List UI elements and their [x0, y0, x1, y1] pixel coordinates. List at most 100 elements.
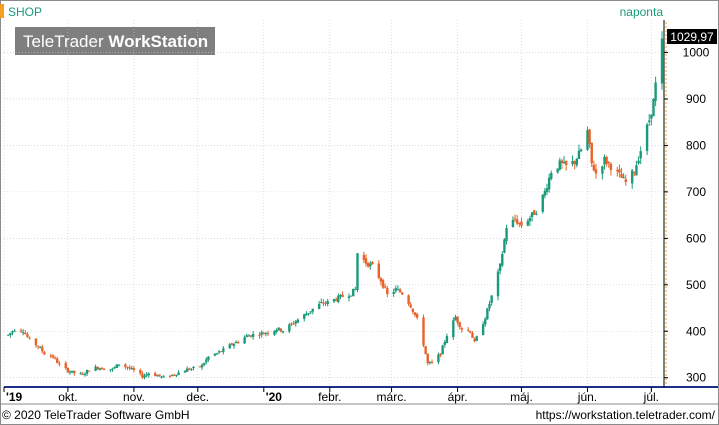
candle-body — [160, 376, 163, 378]
candle-body — [609, 163, 613, 171]
watermark-light: TeleTrader — [23, 32, 108, 51]
candle-body — [356, 253, 359, 290]
candle-body — [175, 374, 178, 376]
y-tick-label: 600 — [686, 231, 706, 245]
candles — [7, 31, 664, 380]
candle-body — [503, 239, 506, 253]
candle-body — [245, 335, 248, 337]
candle-body — [83, 374, 87, 376]
candle-body — [543, 191, 547, 196]
candle-body — [296, 319, 300, 323]
candle-body — [579, 149, 583, 152]
candle-body — [518, 222, 521, 224]
candle-body — [19, 330, 23, 332]
candle-body — [369, 263, 372, 267]
candle-body — [190, 368, 193, 370]
candle-body — [202, 363, 206, 366]
candle-body — [501, 253, 504, 266]
candle-body — [247, 335, 251, 337]
candle-body — [430, 361, 434, 363]
candle-body — [109, 369, 112, 371]
candle-body — [392, 291, 395, 294]
candle-body — [111, 368, 114, 370]
candle-body — [592, 164, 596, 171]
candle-body — [337, 295, 340, 303]
candle-body — [347, 296, 351, 298]
candle-body — [251, 334, 255, 337]
candle-body — [648, 120, 651, 122]
candle-body — [490, 295, 493, 303]
candle-body — [630, 170, 634, 184]
candle-body — [139, 370, 142, 374]
watermark-box — [15, 27, 215, 55]
candle-body — [28, 337, 31, 339]
x-tick-label: dec. — [186, 390, 209, 404]
candle-body — [66, 367, 70, 373]
candle-body — [230, 343, 234, 345]
x-tick-label: '20 — [266, 390, 283, 404]
candle-body — [386, 288, 389, 295]
candle-body — [13, 330, 16, 332]
candle-body — [481, 324, 485, 336]
y-tick-label: 500 — [686, 278, 706, 292]
candle-body — [394, 288, 398, 291]
candle-body — [64, 362, 67, 369]
candle-body — [185, 368, 189, 372]
candle-body — [168, 375, 172, 377]
candle-body — [113, 367, 116, 369]
candle-body — [454, 317, 457, 321]
candle-body — [445, 336, 449, 343]
candle-body — [141, 373, 144, 378]
candle-body — [58, 363, 61, 365]
x-tick-label: máj. — [510, 390, 533, 404]
candle-body — [96, 366, 99, 369]
candle-body — [505, 228, 508, 241]
candle-body — [639, 151, 642, 159]
grid-layer — [3, 20, 664, 386]
candle-body — [51, 355, 55, 358]
candle-body — [624, 179, 627, 183]
candle-body — [558, 160, 561, 170]
candle-body — [452, 320, 455, 338]
candle-body — [273, 330, 276, 335]
candle-body — [411, 308, 415, 312]
y-tick-label: 900 — [686, 92, 706, 106]
candle-body — [307, 313, 310, 315]
candle-body — [601, 166, 604, 174]
last-price-badge: 1029,97 — [667, 29, 717, 44]
candle-body — [616, 170, 619, 172]
candle-body — [586, 130, 589, 150]
x-tick-label: júl. — [643, 390, 659, 404]
candle-body — [24, 333, 27, 335]
candle-body — [145, 374, 148, 376]
candle-body — [424, 346, 427, 355]
candle-body — [222, 348, 225, 352]
candle-body — [645, 124, 649, 151]
x-tick-label: ápr. — [448, 390, 468, 404]
candle-body — [305, 313, 308, 316]
candle-body — [49, 355, 53, 357]
candle-body — [115, 364, 119, 368]
candle-body — [620, 173, 623, 178]
candle-body — [130, 368, 133, 370]
candle-body — [79, 373, 82, 375]
interval-label[interactable]: naponta — [620, 5, 664, 19]
candle-body — [498, 263, 502, 271]
copyright: © 2020 TeleTrader Software GmbH — [2, 408, 190, 422]
candle-body — [228, 344, 231, 349]
candle-body — [288, 324, 291, 332]
last-price-value: 1029,97 — [670, 30, 714, 44]
candle-body — [547, 177, 551, 190]
candle-body — [637, 160, 640, 164]
candle-body — [98, 368, 102, 370]
candle-body — [56, 358, 59, 363]
candle-body — [234, 341, 238, 344]
source-url[interactable]: https://workstation.teletrader.com/ — [535, 408, 715, 422]
candle-body — [426, 353, 429, 364]
candle-body — [317, 303, 321, 309]
candle-body — [530, 212, 534, 218]
candle-body — [102, 369, 106, 371]
x-tick-label: '19 — [6, 390, 23, 404]
candle-body — [515, 219, 519, 224]
